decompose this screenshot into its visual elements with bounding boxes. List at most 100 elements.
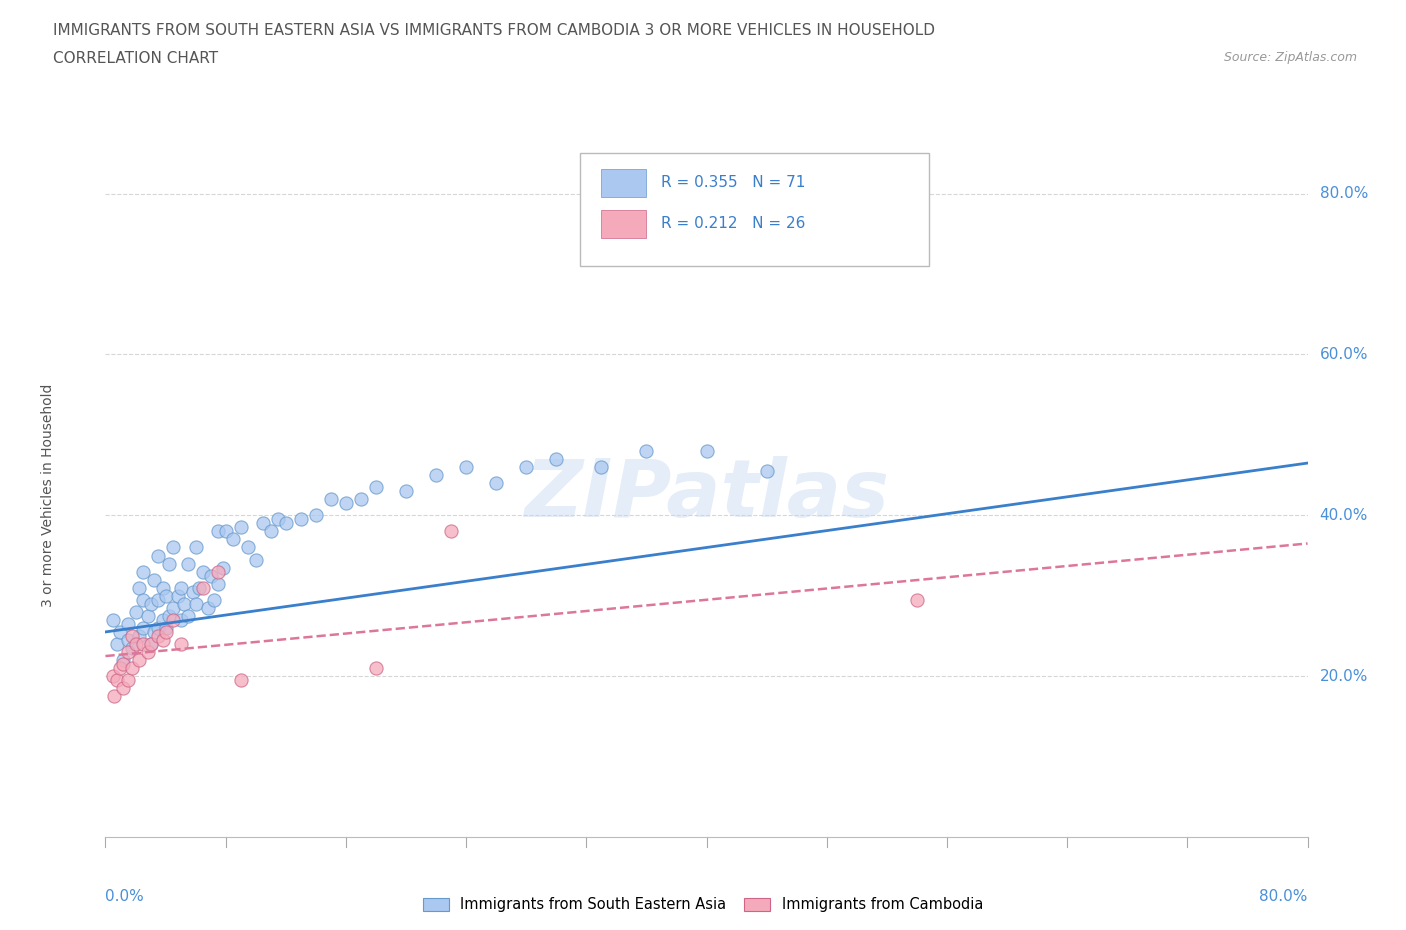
Point xyxy=(207,577,229,591)
Point xyxy=(162,613,184,628)
Point xyxy=(162,601,184,616)
Point xyxy=(136,608,159,623)
Point xyxy=(425,468,447,483)
Point xyxy=(128,580,150,595)
Point xyxy=(107,636,129,651)
Point xyxy=(146,592,169,607)
Text: ZIPatlas: ZIPatlas xyxy=(524,457,889,534)
Point xyxy=(169,613,191,628)
Point xyxy=(112,653,135,668)
Point xyxy=(335,496,357,511)
Text: 40.0%: 40.0% xyxy=(1320,508,1368,523)
Point xyxy=(121,660,143,675)
Point xyxy=(200,568,222,583)
Point xyxy=(152,632,174,647)
Point xyxy=(454,459,477,474)
Point xyxy=(305,508,328,523)
Point xyxy=(117,672,139,687)
Point xyxy=(177,556,200,571)
Point xyxy=(139,636,162,651)
Point xyxy=(245,552,267,567)
Point xyxy=(157,556,180,571)
Text: Source: ZipAtlas.com: Source: ZipAtlas.com xyxy=(1223,51,1357,64)
Text: 80.0%: 80.0% xyxy=(1320,186,1368,201)
Point xyxy=(103,689,125,704)
Point xyxy=(202,592,225,607)
Point xyxy=(173,596,195,611)
Point xyxy=(146,620,169,635)
Point xyxy=(181,584,204,599)
Point xyxy=(905,592,928,607)
Point xyxy=(267,512,290,526)
Bar xyxy=(600,210,647,237)
Point xyxy=(229,672,252,687)
Point xyxy=(440,524,463,538)
Point xyxy=(364,660,387,675)
Legend: Immigrants from South Eastern Asia, Immigrants from Cambodia: Immigrants from South Eastern Asia, Immi… xyxy=(416,891,990,918)
Point xyxy=(591,459,613,474)
Text: 20.0%: 20.0% xyxy=(1320,669,1368,684)
Point xyxy=(755,464,778,479)
Point xyxy=(364,480,387,495)
Point xyxy=(112,657,135,671)
Point xyxy=(136,644,159,659)
Point xyxy=(350,492,373,507)
Text: R = 0.355   N = 71: R = 0.355 N = 71 xyxy=(661,176,806,191)
Point xyxy=(546,452,568,467)
Point xyxy=(157,608,180,623)
Point xyxy=(132,636,155,651)
Point xyxy=(146,629,169,644)
Text: R = 0.212   N = 26: R = 0.212 N = 26 xyxy=(661,217,806,232)
Text: IMMIGRANTS FROM SOUTH EASTERN ASIA VS IMMIGRANTS FROM CAMBODIA 3 OR MORE VEHICLE: IMMIGRANTS FROM SOUTH EASTERN ASIA VS IM… xyxy=(53,23,935,38)
Point xyxy=(155,620,177,635)
Point xyxy=(152,613,174,628)
Point xyxy=(214,524,236,538)
Point xyxy=(207,524,229,538)
Point xyxy=(128,653,150,668)
Point xyxy=(211,560,233,575)
Point xyxy=(395,484,418,498)
Point xyxy=(139,596,162,611)
Point xyxy=(197,601,219,616)
Point xyxy=(142,625,165,640)
Point xyxy=(191,580,214,595)
Point xyxy=(132,592,155,607)
Point xyxy=(319,492,342,507)
Point xyxy=(117,632,139,647)
Point xyxy=(101,613,124,628)
Point xyxy=(177,608,200,623)
Point xyxy=(142,572,165,587)
Point xyxy=(229,520,252,535)
Point xyxy=(169,580,191,595)
Point xyxy=(155,589,177,604)
Point xyxy=(515,459,537,474)
Point xyxy=(169,636,191,651)
Point xyxy=(132,565,155,579)
Point xyxy=(128,629,150,644)
Point xyxy=(290,512,312,526)
Point xyxy=(238,540,260,555)
Point xyxy=(260,524,283,538)
Point xyxy=(110,625,132,640)
Point xyxy=(124,604,146,619)
Point xyxy=(184,540,207,555)
Point xyxy=(117,644,139,659)
Point xyxy=(112,681,135,696)
Point xyxy=(101,669,124,684)
Text: CORRELATION CHART: CORRELATION CHART xyxy=(53,51,218,66)
Point xyxy=(117,617,139,631)
Point xyxy=(121,641,143,656)
Text: 60.0%: 60.0% xyxy=(1320,347,1368,362)
Point xyxy=(184,596,207,611)
Point xyxy=(636,444,658,458)
Text: 80.0%: 80.0% xyxy=(1260,889,1308,904)
Point xyxy=(191,565,214,579)
Point xyxy=(166,589,188,604)
Point xyxy=(696,444,718,458)
Point xyxy=(146,548,169,563)
Point xyxy=(139,636,162,651)
Point xyxy=(107,672,129,687)
FancyBboxPatch shape xyxy=(581,153,929,266)
Text: 0.0%: 0.0% xyxy=(105,889,145,904)
Text: 3 or more Vehicles in Household: 3 or more Vehicles in Household xyxy=(41,383,55,607)
